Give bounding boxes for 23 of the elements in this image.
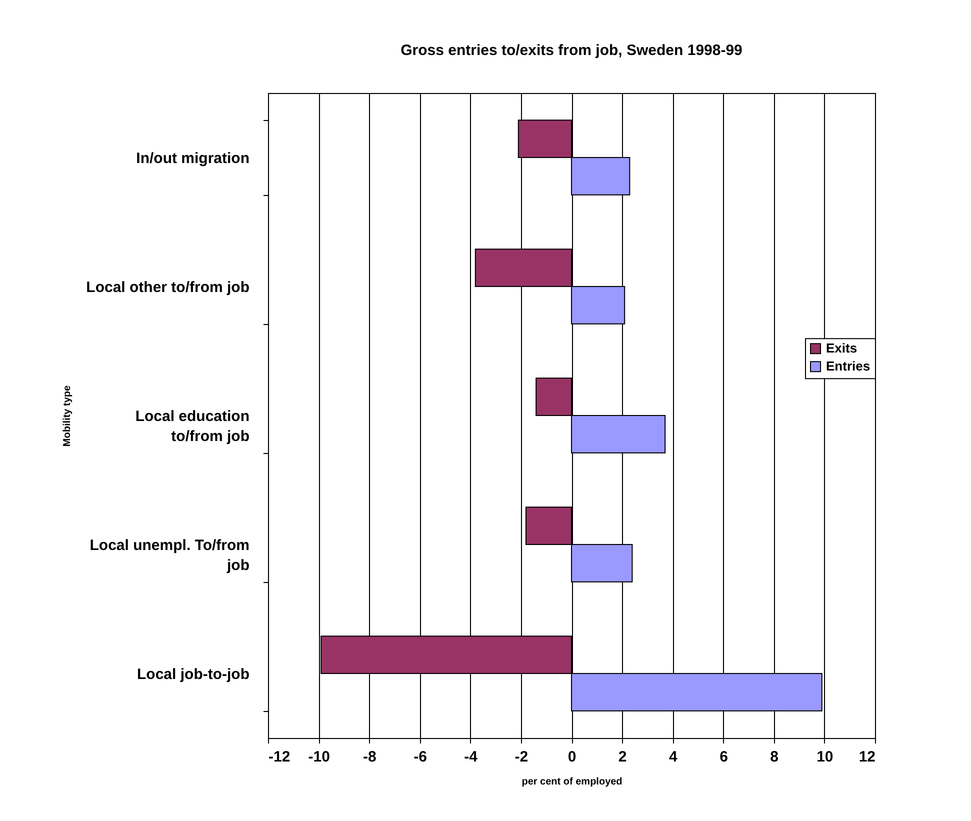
x-tick-label: 10	[816, 748, 834, 766]
x-tick-label: 6	[720, 748, 728, 766]
x-tick-label: 2	[618, 748, 627, 766]
y-axis-title: Mobility type	[62, 385, 74, 447]
chart-title: Gross entries to/exits from job, Sweden 1998-99	[400, 42, 742, 59]
y-tick-label: Local job-to-job	[137, 666, 250, 683]
x-tick-label: 0	[568, 748, 576, 766]
y-tick-label: Local education to/from job	[135, 408, 250, 445]
y-tick-label: In/out migration	[136, 150, 250, 167]
legend-label: Entries	[826, 358, 870, 374]
x-axis-title: per cent of employed	[522, 776, 622, 788]
x-tick-label: 12	[858, 748, 876, 766]
y-tick-label: Local other to/from job	[86, 279, 250, 296]
y-tick-label: Local unempl. To/from job	[90, 537, 250, 574]
x-tick-label: -4	[464, 748, 478, 766]
x-tick-label: 4	[668, 748, 678, 766]
x-tick-label: 8	[770, 748, 779, 766]
x-tick-label: -10	[308, 748, 330, 766]
legend-label: Exits	[826, 340, 858, 356]
x-tick-label: -12	[268, 748, 290, 766]
x-tick-label: -6	[414, 748, 427, 766]
x-tick-label: -2	[514, 748, 528, 766]
x-tick-label: -8	[362, 748, 376, 766]
